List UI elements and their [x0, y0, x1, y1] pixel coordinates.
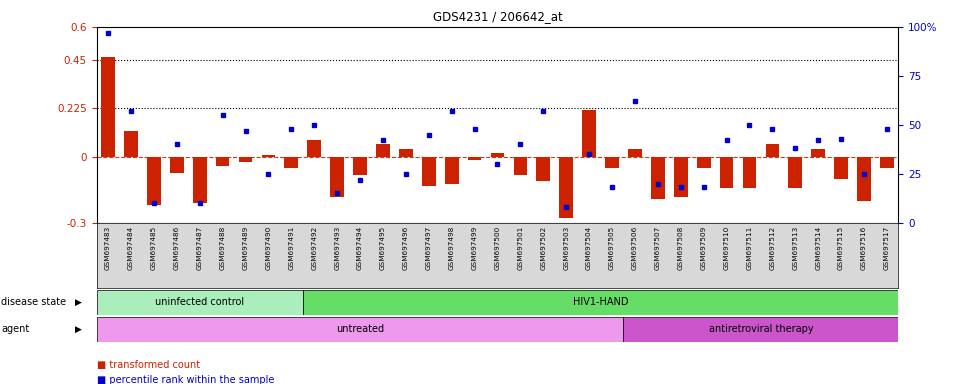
Bar	[215, 157, 230, 166]
Bar	[880, 157, 894, 168]
Text: GSM697503: GSM697503	[563, 226, 569, 270]
Bar	[147, 157, 160, 205]
Text: GSM697504: GSM697504	[586, 226, 592, 270]
Text: untreated: untreated	[336, 324, 384, 334]
Text: GSM697505: GSM697505	[609, 226, 615, 270]
Bar	[376, 144, 390, 157]
Bar	[628, 149, 641, 157]
Bar	[743, 157, 756, 188]
Bar	[536, 157, 551, 181]
Bar	[788, 157, 802, 188]
Bar	[835, 157, 848, 179]
Bar	[514, 157, 527, 175]
Bar	[491, 153, 504, 157]
Text: GSM697498: GSM697498	[448, 226, 455, 270]
Text: GSM697497: GSM697497	[426, 226, 432, 270]
Text: GSM697499: GSM697499	[471, 226, 477, 270]
Bar	[399, 149, 412, 157]
Bar	[857, 157, 871, 201]
Text: disease state: disease state	[1, 297, 66, 308]
Bar	[239, 157, 252, 162]
Text: GSM697509: GSM697509	[700, 226, 707, 270]
Text: GSM697495: GSM697495	[380, 226, 386, 270]
Text: ▶: ▶	[75, 298, 82, 307]
Text: GSM697511: GSM697511	[747, 226, 753, 270]
Text: GSM697506: GSM697506	[632, 226, 638, 270]
Text: GSM697485: GSM697485	[151, 226, 156, 270]
Bar	[696, 157, 711, 168]
Text: GSM697490: GSM697490	[266, 226, 271, 270]
Text: uninfected control: uninfected control	[156, 297, 244, 308]
Text: HIV1-HAND: HIV1-HAND	[573, 297, 628, 308]
Bar	[354, 157, 367, 175]
Bar	[101, 57, 115, 157]
Bar	[444, 157, 459, 184]
Text: GSM697515: GSM697515	[838, 226, 844, 270]
Text: GSM697494: GSM697494	[357, 226, 363, 270]
Text: GSM697516: GSM697516	[861, 226, 867, 270]
Bar	[651, 157, 665, 199]
Bar	[170, 157, 184, 173]
Text: GSM697508: GSM697508	[678, 226, 684, 270]
Bar	[193, 157, 207, 203]
Bar	[330, 157, 344, 197]
Text: GSM697512: GSM697512	[769, 226, 776, 270]
Text: GSM697501: GSM697501	[518, 226, 524, 270]
Text: GSM697492: GSM697492	[311, 226, 317, 270]
Bar	[765, 144, 780, 157]
Bar	[97, 290, 302, 315]
Text: GSM697487: GSM697487	[197, 226, 203, 270]
Text: GSM697514: GSM697514	[815, 226, 821, 270]
Text: GSM697484: GSM697484	[128, 226, 134, 270]
Text: GSM697493: GSM697493	[334, 226, 340, 270]
Text: GSM697510: GSM697510	[724, 226, 729, 270]
Text: GSM697517: GSM697517	[884, 226, 890, 270]
Text: antiretroviral therapy: antiretroviral therapy	[709, 324, 813, 334]
Bar	[674, 157, 688, 197]
Bar	[262, 155, 275, 157]
Bar	[97, 317, 623, 342]
Text: GSM697488: GSM697488	[219, 226, 226, 270]
Bar	[307, 140, 321, 157]
Text: GSM697507: GSM697507	[655, 226, 661, 270]
Bar	[302, 290, 898, 315]
Bar	[468, 157, 481, 160]
Text: GSM697489: GSM697489	[242, 226, 248, 270]
Text: GSM697491: GSM697491	[288, 226, 295, 270]
Bar	[605, 157, 619, 168]
Text: GSM697513: GSM697513	[792, 226, 798, 270]
Bar	[422, 157, 436, 186]
Text: GDS4231 / 206642_at: GDS4231 / 206642_at	[433, 10, 562, 23]
Bar	[720, 157, 733, 188]
Bar	[124, 131, 138, 157]
Text: ▶: ▶	[75, 325, 82, 334]
Bar	[284, 157, 298, 168]
Text: GSM697500: GSM697500	[495, 226, 500, 270]
Bar	[559, 157, 573, 218]
Text: GSM697483: GSM697483	[105, 226, 111, 270]
Bar	[582, 109, 596, 157]
Text: ■ percentile rank within the sample: ■ percentile rank within the sample	[97, 375, 274, 384]
Text: GSM697496: GSM697496	[403, 226, 409, 270]
Text: GSM697502: GSM697502	[540, 226, 547, 270]
Text: agent: agent	[1, 324, 29, 334]
Bar	[811, 149, 825, 157]
Text: ■ transformed count: ■ transformed count	[97, 360, 200, 370]
Text: GSM697486: GSM697486	[174, 226, 180, 270]
Bar	[623, 317, 898, 342]
